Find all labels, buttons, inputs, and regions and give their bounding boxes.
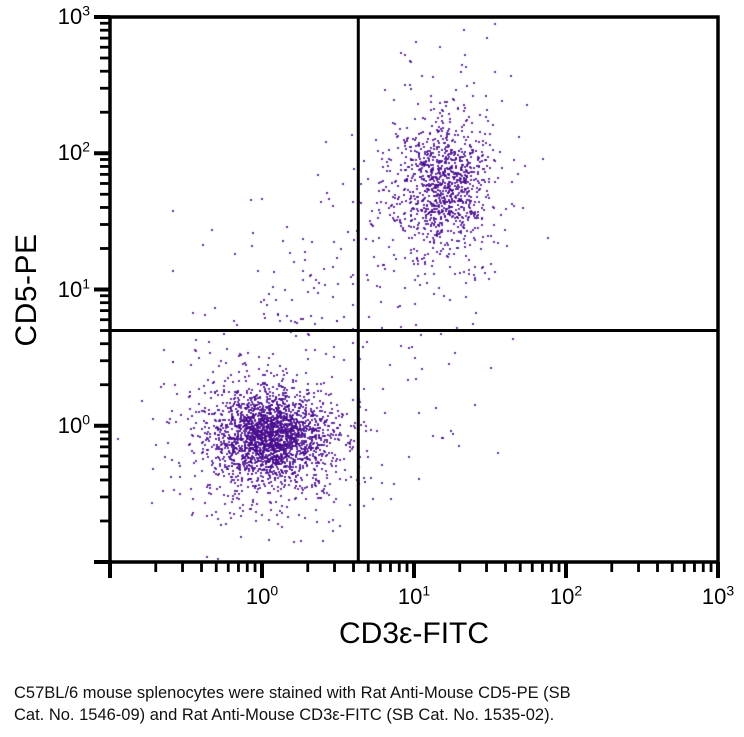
x-tick-label-10e0: 100	[245, 582, 279, 609]
y-tick-label-10e3: 103	[57, 2, 90, 29]
x-tick-label-10e2: 102	[549, 582, 583, 609]
y-tick-label-10e2: 102	[57, 138, 90, 166]
dot-plot: CD5-PE CD3ε-FITC 100 101 102 103 100 101 102 1…	[0, 0, 744, 660]
x-tick-label-10e3: 103	[701, 582, 735, 609]
caption-line-2: Cat. No. 1546-09) and Rat Anti-Mouse CD3…	[14, 706, 555, 724]
y-tick-label-10e1: 101	[57, 275, 90, 302]
y-tick-label-10e0: 100	[57, 411, 90, 438]
figure-caption: C57BL/6 mouse splenocytes were stained w…	[14, 682, 571, 726]
plot-border	[108, 15, 720, 564]
x-axis-label: CD3ε-FITC	[338, 617, 490, 650]
y-axis-label: CD5-PE	[10, 233, 43, 347]
caption-line-1: C57BL/6 mouse splenocytes were stained w…	[14, 684, 571, 702]
axes-and-gates	[94, 15, 720, 578]
x-tick-label-10e1: 101	[397, 582, 431, 609]
